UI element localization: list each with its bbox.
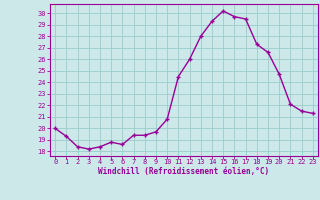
X-axis label: Windchill (Refroidissement éolien,°C): Windchill (Refroidissement éolien,°C) — [99, 167, 269, 176]
